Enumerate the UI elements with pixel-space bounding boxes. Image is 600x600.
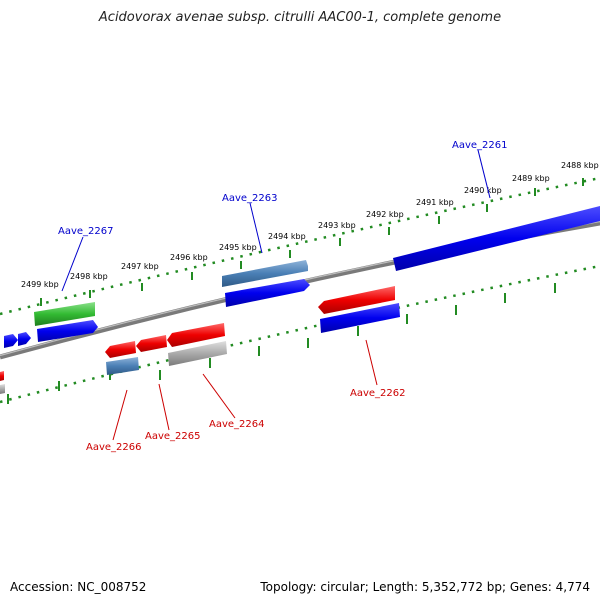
gene-arrow[interactable] xyxy=(18,332,31,346)
kbp-label: 2489 kbp xyxy=(512,174,550,183)
bottom-gene-labels: Aave_2262 Aave_2264 Aave_2265 Aave_2266 xyxy=(86,388,406,453)
bottom-strand-genes xyxy=(0,286,400,394)
bottom-label-leaders xyxy=(112,339,378,441)
top-strand-genes xyxy=(4,206,600,348)
kbp-label: 2492 kbp xyxy=(366,210,404,219)
top-major-ticks xyxy=(40,178,584,306)
bottom-major-ticks xyxy=(7,283,556,404)
kbp-label: 2495 kbp xyxy=(219,243,257,252)
gene-arrow[interactable] xyxy=(37,320,98,342)
gene-arrow[interactable] xyxy=(168,341,227,366)
kbp-label: 2498 kbp xyxy=(70,272,108,281)
kbp-label: 2493 kbp xyxy=(318,221,356,230)
kbp-label: 2499 kbp xyxy=(21,280,59,289)
gene-arrow[interactable] xyxy=(393,206,600,271)
gene-arrow[interactable] xyxy=(167,323,225,347)
gene-label-aave-2265: Aave_2265 xyxy=(145,431,201,442)
gene-arrow[interactable] xyxy=(222,260,308,287)
gene-arrow[interactable] xyxy=(105,341,136,358)
top-label-leaders xyxy=(61,149,491,292)
gene-arrow[interactable] xyxy=(34,302,95,326)
top-gene-labels: Aave_2261 Aave_2263 Aave_2267 xyxy=(58,140,508,237)
kbp-label: 2497 kbp xyxy=(121,262,159,271)
gene-label-aave-2262: Aave_2262 xyxy=(350,388,406,399)
gene-arrow[interactable] xyxy=(106,357,139,375)
kbp-label: 2488 kbp xyxy=(561,161,599,170)
gene-arrow[interactable] xyxy=(0,371,4,381)
kbp-label: 2494 kbp xyxy=(268,232,306,241)
gene-arrow[interactable] xyxy=(318,286,395,314)
gene-arrow[interactable] xyxy=(136,335,167,352)
gene-label-aave-2266: Aave_2266 xyxy=(86,442,142,453)
top-scale-ruler xyxy=(0,176,600,316)
gene-label-aave-2264: Aave_2264 xyxy=(209,419,265,430)
scale-labels: 2488 kbp 2489 kbp 2490 kbp 2491 kbp 2492… xyxy=(21,161,599,289)
gene-label-aave-2267: Aave_2267 xyxy=(58,226,114,237)
kbp-label: 2496 kbp xyxy=(170,253,208,262)
gene-label-aave-2261: Aave_2261 xyxy=(452,140,508,151)
gene-arrow[interactable] xyxy=(4,334,18,348)
accession-text: Accession: NC_008752 xyxy=(10,580,147,594)
gene-arrow[interactable] xyxy=(225,279,310,307)
gene-label-aave-2263: Aave_2263 xyxy=(222,193,278,204)
topology-text: Topology: circular; Length: 5,352,772 bp… xyxy=(260,580,590,594)
gene-arrow[interactable] xyxy=(320,303,400,333)
kbp-label: 2491 kbp xyxy=(416,198,454,207)
kbp-label: 2490 kbp xyxy=(464,186,502,195)
gene-arrow[interactable] xyxy=(0,384,5,394)
map-title: Acidovorax avenae subsp. citrulli AAC00-… xyxy=(98,10,502,25)
bottom-scale-ruler xyxy=(0,264,600,404)
